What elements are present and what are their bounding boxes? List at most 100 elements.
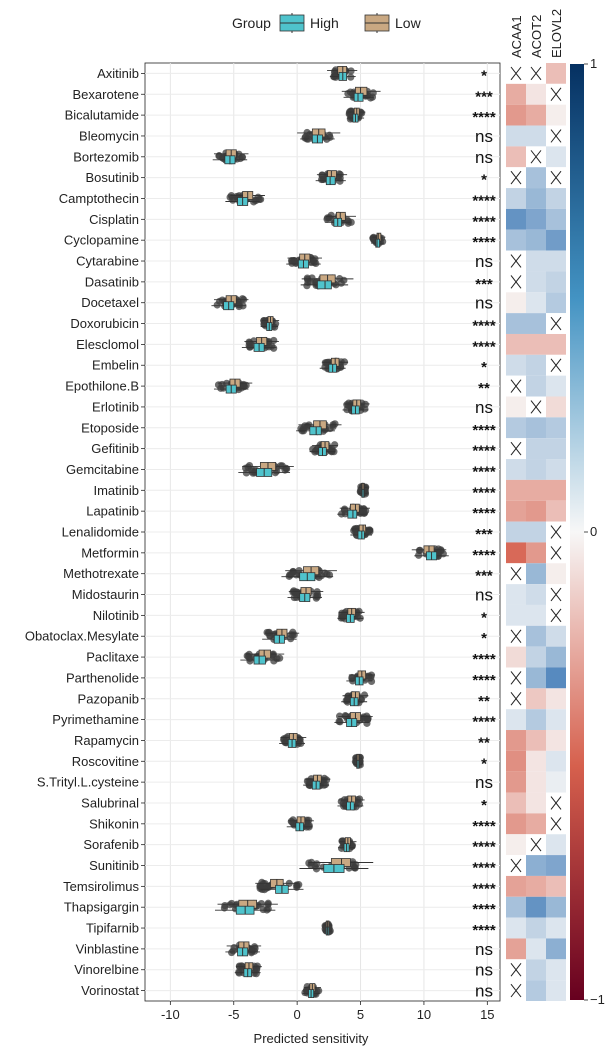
- heat-cell: [506, 333, 526, 355]
- drug-row: Lenalidomide ***: [62, 525, 493, 544]
- sample-point: [343, 401, 351, 409]
- heat-cross: [550, 316, 562, 331]
- heat-cell: [506, 104, 526, 126]
- significance-label: ns: [475, 586, 493, 605]
- significance-label: **: [478, 693, 490, 710]
- heat-cell: [526, 959, 546, 981]
- heat-cell: [546, 438, 566, 460]
- sample-point: [309, 445, 317, 453]
- sample-point: [363, 719, 371, 727]
- heat-cross: [550, 546, 562, 560]
- sample-point: [226, 193, 234, 201]
- sample-point: [213, 301, 221, 309]
- sample-point: [221, 901, 229, 910]
- heat-cell: [546, 896, 566, 918]
- drug-row: Rapamycin **: [74, 732, 490, 751]
- y-tick-label: Dasatinib: [85, 274, 139, 289]
- y-tick-label: Thapsigargin: [64, 900, 139, 915]
- drug-row: Gefitinib ****: [91, 441, 496, 460]
- heat-cell: [526, 917, 546, 939]
- y-tick-label: Camptothecin: [59, 191, 139, 206]
- heat-cell: [546, 479, 566, 501]
- heat-cell: [526, 292, 546, 314]
- drug-row: Bexarotene ***: [73, 87, 493, 106]
- sample-point: [248, 468, 256, 476]
- drug-row: Pazopanib **: [78, 691, 490, 710]
- colorbar-tick-label: 0: [590, 524, 597, 539]
- drug-row: Temsirolimus ****: [63, 878, 496, 897]
- significance-label: ****: [472, 338, 496, 355]
- sample-point: [319, 175, 327, 184]
- heat-cross: [510, 983, 522, 998]
- colorbar: 1 0 −1: [570, 56, 605, 1007]
- y-tick-label: Bicalutamide: [65, 108, 139, 123]
- heat-cell: [526, 980, 546, 1001]
- significance-label: ****: [472, 714, 496, 731]
- heat-cell: [526, 104, 546, 126]
- y-tick-label: Metformin: [81, 545, 139, 560]
- high-box: [347, 509, 358, 519]
- sample-point: [228, 948, 236, 957]
- y-tick-label: Lenalidomide: [62, 525, 139, 540]
- heat-cell: [546, 63, 566, 84]
- y-tick-label: Erlotinib: [92, 399, 139, 414]
- significance-label: ns: [475, 127, 493, 146]
- drug-row: Shikonin ****: [89, 816, 496, 835]
- x-axis-label: Predicted sensitivity: [254, 1031, 369, 1046]
- sample-point: [312, 592, 320, 600]
- heat-cell: [546, 917, 566, 939]
- heat-cell: [506, 834, 526, 856]
- heat-cell: [506, 125, 526, 147]
- heat-cell: [506, 938, 526, 960]
- heat-cell: [546, 563, 566, 585]
- heat-cross: [510, 671, 522, 685]
- high-box: [309, 426, 322, 436]
- heatmap-column-label: ACAA1: [509, 15, 524, 58]
- heat-cross: [550, 129, 562, 143]
- high-box: [325, 176, 336, 186]
- y-tick-label: Cisplatin: [89, 212, 139, 227]
- heatmap-header: ACAA1 ACOT2 ELOVL2: [509, 9, 564, 58]
- sample-point: [347, 67, 355, 75]
- significance-label: ****: [472, 818, 496, 835]
- heat-cell: [506, 792, 526, 814]
- y-tick-label: Cytarabine: [76, 254, 139, 269]
- drug-row: Imatinib ****: [93, 482, 496, 501]
- heat-cell: [546, 667, 566, 689]
- heat-cell: [506, 146, 526, 168]
- heat-cell: [526, 459, 546, 480]
- heat-cell: [506, 709, 526, 731]
- heat-cell: [546, 959, 566, 981]
- sample-point: [254, 193, 262, 201]
- sample-point: [344, 692, 352, 701]
- heat-cross: [510, 963, 522, 977]
- drug-row: Roscovitine *: [72, 754, 487, 773]
- heat-cell: [546, 250, 566, 272]
- y-tick-label: Bortezomib: [73, 149, 139, 164]
- sample-point: [244, 652, 252, 661]
- heat-cell: [526, 229, 546, 251]
- drug-row: Methotrexate ***: [63, 566, 493, 585]
- heat-cell: [546, 855, 566, 876]
- heat-cell: [546, 146, 566, 168]
- sample-point: [245, 461, 254, 470]
- sample-point: [348, 674, 356, 683]
- sample-point: [307, 775, 315, 783]
- heat-cross: [550, 796, 562, 810]
- colorbar-gradient: [570, 64, 584, 1000]
- heat-cell: [526, 208, 546, 230]
- high-box: [353, 92, 364, 102]
- y-tick-label: Cyclopamine: [64, 233, 139, 248]
- heat-cell: [506, 188, 526, 209]
- significance-label: ****: [472, 901, 496, 918]
- heat-cell: [546, 646, 566, 668]
- drug-row: Midostaurin ns: [72, 586, 493, 605]
- drug-row: Doxorubicin ****: [70, 316, 495, 335]
- drug-row: Lapatinib ****: [86, 503, 496, 522]
- heat-cross: [510, 858, 522, 873]
- significance-label: *: [481, 609, 487, 626]
- drug-row: Gemcitabine ****: [66, 462, 496, 481]
- significance-label: **: [478, 380, 490, 397]
- y-tick-label: S.Trityl.L.cysteine: [37, 775, 139, 790]
- sample-point: [264, 899, 272, 907]
